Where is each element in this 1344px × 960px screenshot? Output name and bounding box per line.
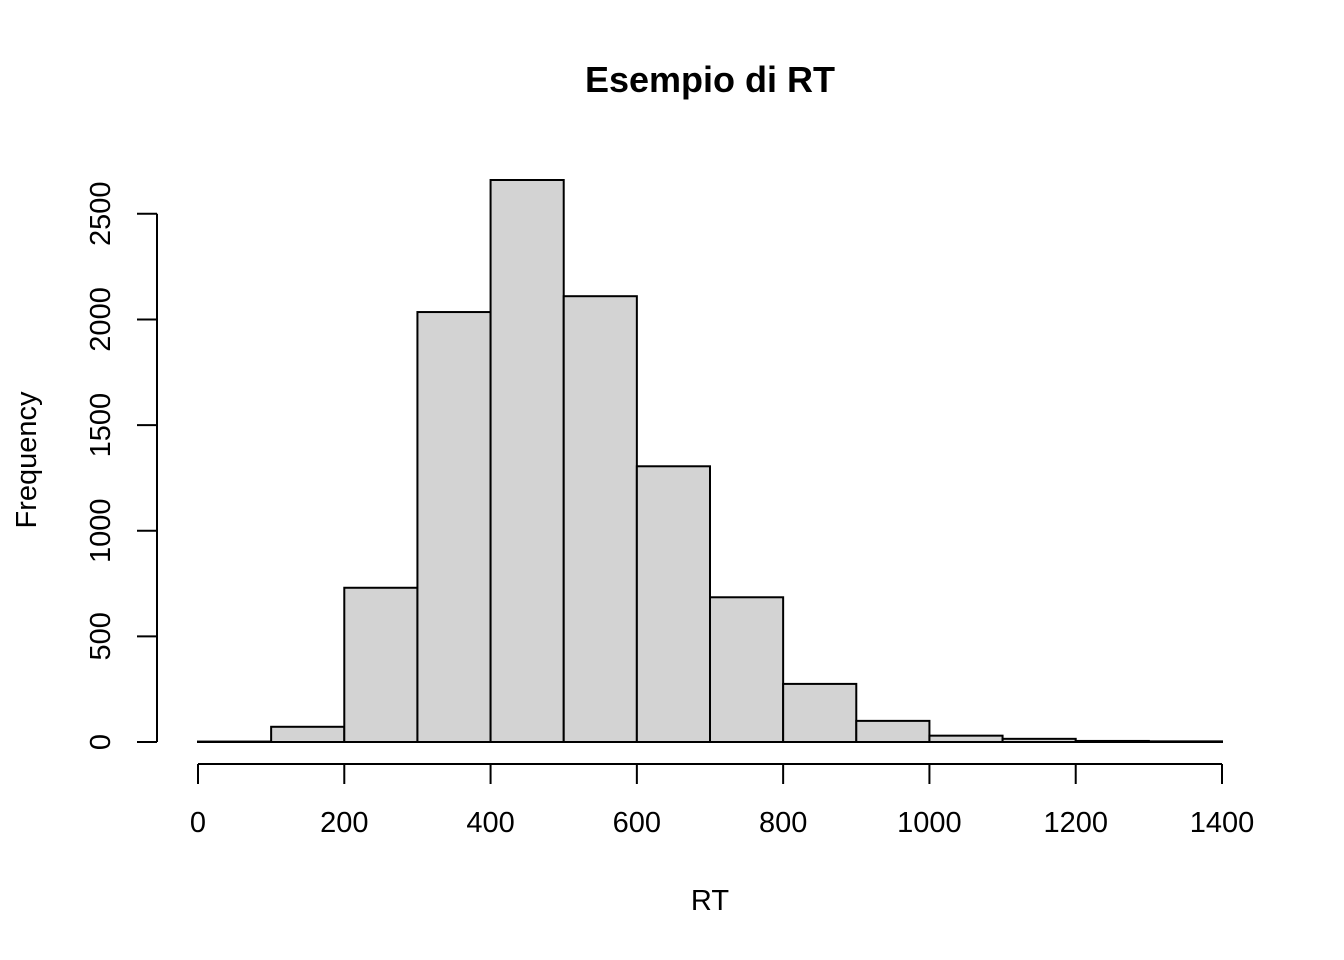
x-tick-label: 1000 (897, 807, 962, 839)
histogram-bar (1074, 739, 1150, 743)
y-tick-label: 2500 (85, 182, 117, 247)
y-tick-label: 1500 (85, 393, 117, 458)
histogram-bar (928, 734, 1004, 744)
x-tick-label: 1400 (1190, 807, 1255, 839)
y-tick-label: 2000 (85, 287, 117, 352)
x-tick-label: 600 (613, 807, 661, 839)
histogram-bar (270, 725, 346, 743)
histogram-bar (855, 719, 931, 744)
histogram-bar (709, 596, 785, 743)
x-tick-label: 800 (759, 807, 807, 839)
chart-title: Esempio di RT (585, 59, 835, 100)
y-axis: 0 500 1000 1500 2000 2500 (85, 182, 158, 750)
histogram-bar (1001, 737, 1077, 743)
y-tick-label: 500 (85, 612, 117, 660)
x-axis-label: RT (691, 885, 729, 917)
histogram-bar (343, 586, 419, 743)
histogram-bar (562, 295, 638, 743)
y-axis-label: Frequency (11, 391, 43, 529)
histogram-bar (416, 311, 492, 743)
x-tick-label: 200 (320, 807, 368, 839)
histogram-bar (635, 465, 711, 743)
y-tick-label: 0 (85, 734, 117, 750)
x-axis: 0 200 400 600 800 1000 1200 1400 (190, 763, 1255, 839)
histogram-bar (782, 682, 858, 744)
x-tick-label: 0 (190, 807, 206, 839)
histogram-bar (1147, 740, 1224, 743)
x-tick-label: 1200 (1043, 807, 1108, 839)
y-tick-label: 1000 (85, 498, 117, 563)
histogram-bar (489, 179, 565, 743)
bars-group (197, 179, 1224, 744)
x-tick-label: 400 (466, 807, 514, 839)
